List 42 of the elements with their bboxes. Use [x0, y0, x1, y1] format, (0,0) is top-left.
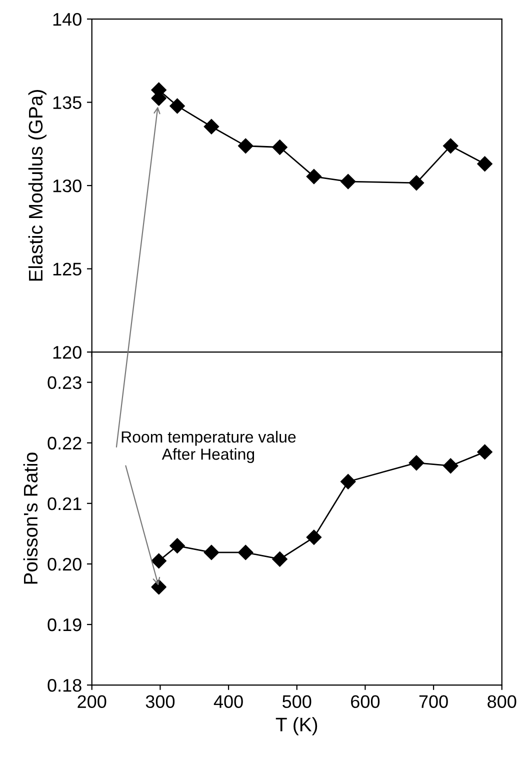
y-axis-title: Elastic Modulus (GPa)	[28, 90, 46, 281]
y-tick-label: 0.22	[48, 436, 82, 450]
point	[170, 538, 185, 554]
point	[340, 474, 356, 490]
point	[170, 98, 185, 114]
point	[151, 553, 166, 568]
point	[238, 138, 254, 154]
point	[477, 444, 492, 460]
x-tick-label: 200	[78, 695, 106, 708]
x-tick-label: 800	[488, 695, 516, 708]
x-tick-label: 600	[351, 695, 380, 708]
y-tick-label: 140	[53, 12, 82, 26]
point	[272, 140, 288, 155]
x-tick-label: 500	[282, 695, 312, 708]
y-tick-label: 0.23	[48, 376, 82, 390]
x-tick-label: 400	[214, 695, 243, 708]
point	[408, 455, 424, 470]
y-tick-label: 125	[53, 262, 82, 276]
point	[306, 530, 322, 545]
point	[408, 175, 424, 190]
y-axis-title: Poisson's Ratio	[23, 452, 38, 584]
y-tick-label: 120	[53, 346, 82, 359]
point	[477, 156, 492, 172]
x-tick-label: 700	[419, 695, 448, 708]
point	[443, 138, 458, 154]
y-tick-label: 0.19	[48, 618, 82, 632]
point	[238, 544, 254, 560]
point	[204, 544, 220, 560]
annotation: Room temperature value After Heating	[122, 430, 296, 463]
y-tick-label: 135	[53, 96, 82, 110]
y-tick-label: 0.20	[48, 558, 82, 571]
y-tick-label: 0.21	[48, 497, 82, 510]
point	[151, 579, 166, 595]
point	[272, 552, 288, 567]
point	[443, 458, 458, 474]
point	[306, 168, 322, 184]
point	[340, 174, 356, 190]
y-tick-label: 130	[53, 179, 82, 192]
x-axis-title: T (K)	[276, 717, 318, 736]
y-tick-label: 0.18	[48, 678, 82, 692]
x-tick-label: 300	[146, 695, 175, 708]
point	[204, 119, 220, 134]
